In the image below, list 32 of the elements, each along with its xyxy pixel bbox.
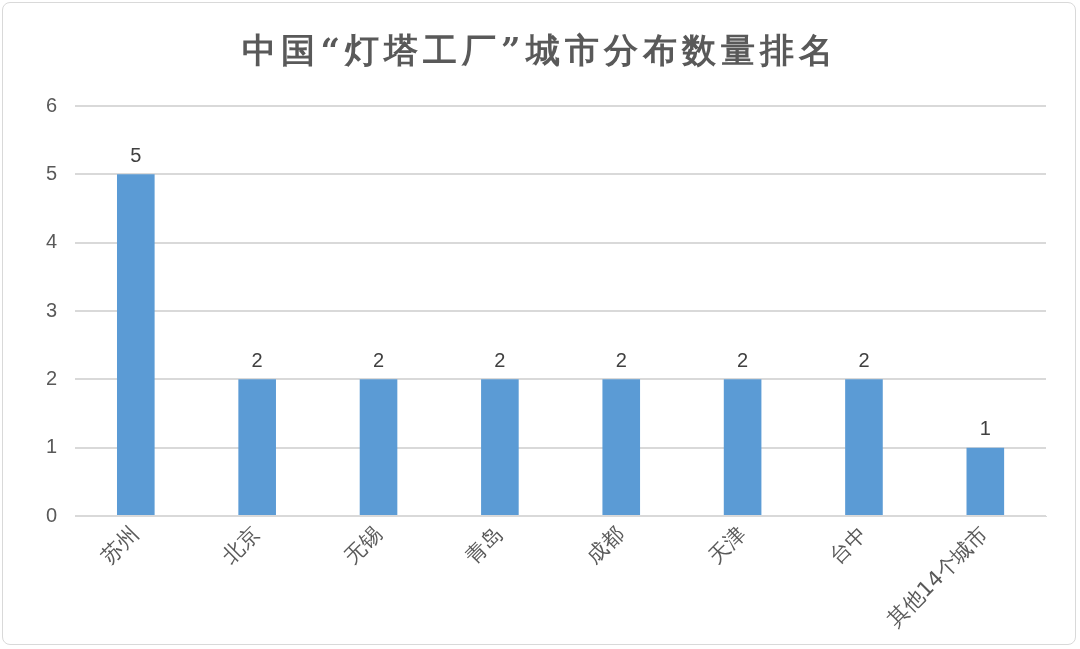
bar: [966, 447, 1005, 516]
chart-title: 中国“灯塔工厂”城市分布数量排名: [241, 29, 839, 72]
x-tick-label: 其他14个城市: [882, 521, 993, 632]
data-label: 5: [130, 143, 142, 166]
y-tick-label: 3: [46, 298, 58, 321]
data-label: 2: [737, 348, 749, 371]
data-label: 2: [494, 348, 506, 371]
y-tick-label: 0: [46, 503, 58, 526]
y-tick-label: 6: [46, 93, 58, 116]
x-tick-label: 台中: [824, 521, 872, 569]
bar: [116, 174, 155, 516]
y-tick-label: 5: [46, 161, 58, 184]
data-label: 2: [251, 348, 263, 371]
x-tick-label: 苏州: [96, 521, 144, 569]
bar: [238, 379, 276, 516]
data-label: 2: [372, 348, 385, 371]
bar: [481, 379, 519, 516]
y-tick-label: 4: [46, 230, 58, 253]
data-label: 2: [858, 348, 870, 371]
x-tick-label: 成都: [581, 521, 629, 569]
x-tick-label: 天津: [703, 521, 750, 569]
data-label: 1: [979, 417, 991, 440]
x-tick-label: 北京: [217, 521, 265, 569]
x-tick-label: 无锡: [339, 521, 386, 569]
bar: [359, 379, 398, 516]
y-tick-label: 1: [46, 435, 58, 458]
bar: [845, 379, 883, 516]
y-tick-label: 2: [46, 366, 58, 389]
bar: [723, 379, 762, 516]
data-label: 2: [615, 348, 627, 371]
x-tick-label: 青岛: [460, 521, 508, 569]
bar: [602, 379, 641, 516]
